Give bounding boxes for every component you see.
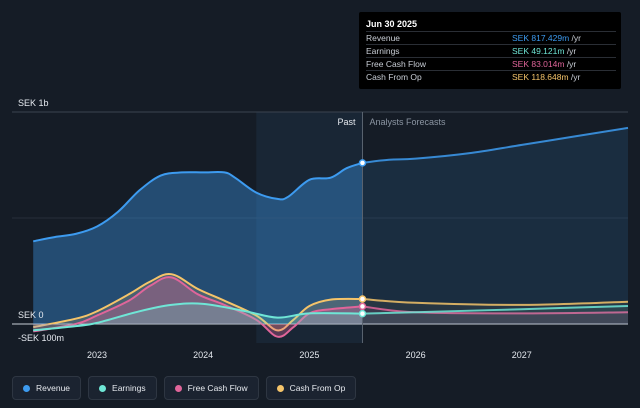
y-axis-negative-label: -SEK 100m xyxy=(18,333,64,343)
legend-dot xyxy=(23,384,30,392)
legend-dot xyxy=(276,384,284,392)
earnings-forecast-area xyxy=(362,306,628,324)
revenue-forecast-line xyxy=(362,126,629,164)
tooltip-label: Earnings xyxy=(366,46,400,56)
cash-from-op-marker xyxy=(358,295,367,303)
revenue-forecast-area xyxy=(362,127,628,325)
tooltip-value: SEK 817.429m /yr xyxy=(512,33,581,43)
tooltip-row-free-cash-flow: Free Cash Flow SEK 83.014m /yr xyxy=(366,57,616,71)
forecast-label: Analysts Forecasts xyxy=(369,117,446,127)
cash-from-op-forecast-area xyxy=(362,299,628,324)
tooltip: Jun 30 2025 Revenue SEK 817.429m /yr Ear… xyxy=(359,12,621,89)
free-cash-flow-forecast-area xyxy=(362,306,628,324)
past-year-highlight xyxy=(256,112,363,343)
legend: Revenue Earnings Free Cash Flow Cash Fro… xyxy=(12,376,357,400)
x-tick-label: 2026 xyxy=(406,350,426,360)
x-tick-label: 2027 xyxy=(512,350,532,360)
legend-item-free-cash-flow[interactable]: Free Cash Flow xyxy=(163,376,259,400)
earnings-line xyxy=(33,302,363,332)
earnings-area xyxy=(33,303,363,331)
x-tick-label: 2024 xyxy=(193,350,213,360)
tooltip-value: SEK 83.014m /yr xyxy=(512,59,577,69)
earnings-marker xyxy=(358,309,367,318)
tooltip-row-revenue: Revenue SEK 817.429m /yr xyxy=(366,31,616,45)
legend-label: Cash From Op xyxy=(289,383,346,393)
legend-item-revenue[interactable]: Revenue xyxy=(12,376,82,400)
y-axis-zero-label: SEK 0 xyxy=(18,310,44,320)
tooltip-value: SEK 49.121m /yr xyxy=(512,46,577,56)
legend-item-earnings[interactable]: Earnings xyxy=(88,376,157,400)
tooltip-date: Jun 30 2025 xyxy=(366,19,418,29)
revenue-marker xyxy=(358,159,367,167)
legend-label: Free Cash Flow xyxy=(187,383,248,393)
x-tick-label: 2025 xyxy=(299,350,319,360)
legend-item-cash-from-op[interactable]: Cash From Op xyxy=(265,376,357,400)
x-tick-label: 2023 xyxy=(87,350,107,360)
x-axis-ticks: 2023 2024 2025 2026 2027 xyxy=(87,350,532,360)
revenue-line xyxy=(33,161,363,243)
tooltip-label: Cash From Op xyxy=(366,72,422,82)
tooltip-label: Free Cash Flow xyxy=(366,59,426,69)
cash-from-op-forecast-line xyxy=(362,298,629,306)
tooltip-row-earnings: Earnings SEK 49.121m /yr xyxy=(366,44,616,58)
legend-label: Earnings xyxy=(112,383,146,393)
tooltip-value: SEK 118.648m /yr xyxy=(512,72,581,82)
legend-dot xyxy=(174,384,182,392)
free-cash-flow-forecast-line xyxy=(362,305,629,315)
past-label: Past xyxy=(337,117,356,127)
legend-label: Revenue xyxy=(36,383,71,393)
series-layer xyxy=(32,126,629,338)
free-cash-flow-marker xyxy=(358,302,367,311)
free-cash-flow-area xyxy=(33,277,363,337)
tooltip-label: Revenue xyxy=(366,33,401,43)
marker-layer xyxy=(358,159,367,318)
legend-dot xyxy=(99,384,107,392)
y-axis-top-label: SEK 1b xyxy=(18,98,49,108)
revenue-area xyxy=(33,162,363,324)
earnings-forecast-line xyxy=(362,305,629,315)
cash-from-op-line xyxy=(32,273,363,332)
cash-from-op-area xyxy=(33,273,363,331)
tooltip-row-cash-from-op: Cash From Op SEK 118.648m /yr xyxy=(366,70,616,84)
